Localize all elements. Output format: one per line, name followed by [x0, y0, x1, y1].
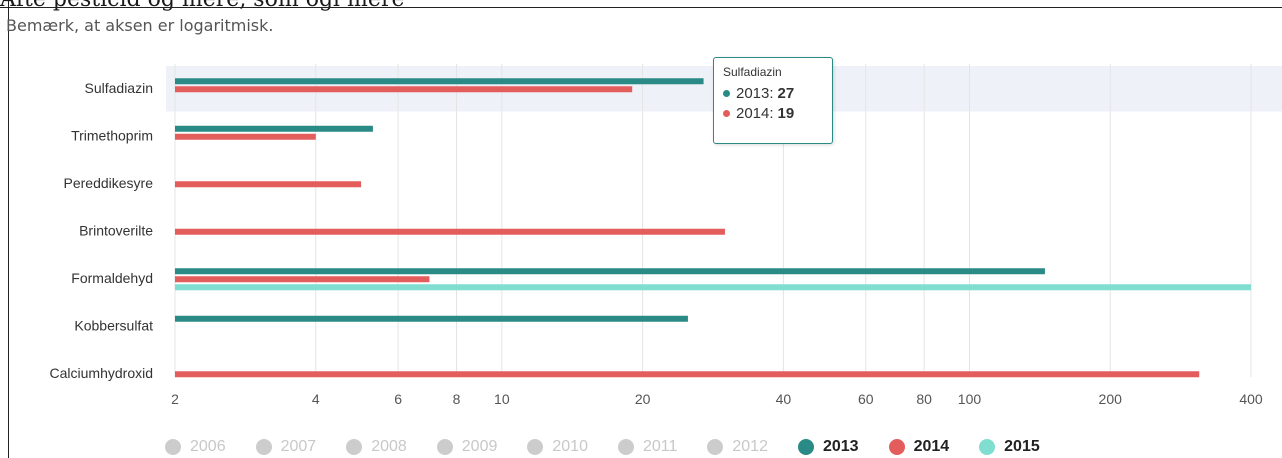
legend-item-2006[interactable]: 2006: [165, 436, 226, 458]
legend-label-2013: 2013: [822, 438, 859, 455]
tooltip-dot-2013: [723, 90, 730, 97]
x-tick-label-6: 6: [394, 391, 402, 407]
legend-item-2009[interactable]: 2009: [436, 436, 498, 458]
legend-dot-2012: [707, 439, 724, 455]
tooltip-label-2014: 2014:: [736, 105, 774, 122]
legend: 2006 2007 2008 2009 2010 2011 2012 2013 2014 2015: [165, 436, 1070, 458]
category-label-brintoverilte: Brintoverilte: [79, 222, 153, 238]
legend-item-2011[interactable]: 2011: [617, 436, 678, 458]
x-tick-label-2: 2: [171, 391, 179, 407]
legend-item-2013[interactable]: 2013: [797, 436, 859, 458]
legend-item-2010[interactable]: 2010: [527, 436, 588, 458]
legend-item-2015[interactable]: 2015: [979, 436, 1040, 458]
tooltip: Sulfadiazin 2013: 27 2014: 19: [713, 57, 833, 144]
legend-dot-2007: [255, 439, 272, 455]
chart-note: Bemærk, at aksen er logaritmisk.: [6, 16, 274, 35]
legend-label-2015: 2015: [1004, 438, 1040, 455]
legend-dot-2015: [979, 439, 996, 455]
legend-label-2011: 2011: [642, 438, 678, 455]
x-tick-label-20: 20: [635, 391, 651, 407]
legend-dot-2013: [797, 439, 814, 455]
bar-2013-formaldehyd[interactable]: [175, 268, 1045, 275]
legend-dot-2011: [617, 439, 634, 455]
tooltip-row-2014: 2014: 19: [723, 105, 823, 122]
x-tick-label-60: 60: [858, 391, 874, 407]
category-label-kobbersulfat: Kobbersulfat: [74, 317, 153, 333]
legend-label-2008: 2008: [371, 438, 407, 455]
legend-label-2014: 2014: [913, 438, 950, 455]
bar-2015-formaldehyd[interactable]: [175, 284, 1251, 291]
legend-label-2006: 2006: [190, 438, 226, 455]
frame-top-border: [0, 7, 1282, 8]
legend-label-2012: 2012: [732, 438, 768, 455]
category-label-pereddikesyre: Pereddikesyre: [64, 175, 154, 191]
legend-label-2009: 2009: [461, 438, 498, 455]
y-axis-categories: Sulfadiazin Trimethoprim Pereddikesyre Brin…: [50, 80, 154, 381]
x-tick-label-100: 100: [958, 391, 982, 407]
tooltip-row-2013: 2013: 27: [723, 85, 823, 102]
bar-2014-trimethoprim[interactable]: [175, 133, 316, 140]
category-label-sulfadiazin: Sulfadiazin: [85, 80, 154, 96]
x-tick-label-4: 4: [312, 391, 320, 407]
x-tick-label-10: 10: [494, 391, 510, 407]
bar-2013-kobbersulfat[interactable]: [175, 315, 688, 322]
category-label-trimethoprim: Trimethoprim: [71, 127, 153, 143]
x-axis-ticks: 2 4 6 8 10 20 40 60 80 100 200 400: [171, 391, 1263, 407]
legend-dot-2014: [888, 439, 905, 455]
tooltip-value-2014: 19: [777, 105, 795, 122]
x-tick-label-80: 80: [916, 391, 932, 407]
legend-label-2010: 2010: [552, 438, 588, 455]
x-tick-label-200: 200: [1099, 391, 1123, 407]
bar-2014-formaldehyd[interactable]: [175, 276, 430, 283]
bar-2014-sulfadiazin[interactable]: [175, 86, 633, 93]
bar-2014-pereddikesyre[interactable]: [175, 181, 362, 188]
tooltip-title: Sulfadiazin: [723, 65, 782, 79]
legend-dot-2009: [436, 439, 453, 455]
legend-item-2007[interactable]: 2007: [255, 436, 317, 458]
legend-item-2008[interactable]: 2008: [346, 436, 407, 458]
legend-item-2014[interactable]: 2014: [888, 436, 950, 458]
page-title-cut: Åfte pesticid og mere, som ogl mere: [0, 0, 404, 12]
bars: [175, 78, 1251, 378]
category-label-calciumhydroxid: Calciumhydroxid: [50, 365, 153, 381]
bar-2014-calciumhydroxid[interactable]: [175, 371, 1200, 378]
category-label-formaldehyd: Formaldehyd: [71, 270, 153, 286]
legend-item-2012[interactable]: 2012: [707, 436, 768, 458]
legend-dot-2010: [527, 439, 544, 455]
x-tick-label-8: 8: [453, 391, 461, 407]
legend-dot-2006: [165, 439, 181, 455]
frame-left-border: [8, 0, 9, 458]
tooltip-dot-2014: [723, 110, 730, 117]
bar-2013-trimethoprim[interactable]: [175, 125, 373, 132]
bar-2013-sulfadiazin[interactable]: [175, 78, 704, 85]
tooltip-label-2013: 2013:: [736, 85, 774, 102]
legend-label-2007: 2007: [280, 438, 317, 455]
tooltip-value-2013: 27: [777, 85, 795, 102]
x-tick-label-40: 40: [776, 391, 792, 407]
gridlines: [174, 64, 1252, 377]
legend-dot-2008: [346, 439, 363, 455]
x-tick-label-400: 400: [1239, 391, 1263, 407]
bar-2014-brintoverilte[interactable]: [175, 228, 725, 235]
